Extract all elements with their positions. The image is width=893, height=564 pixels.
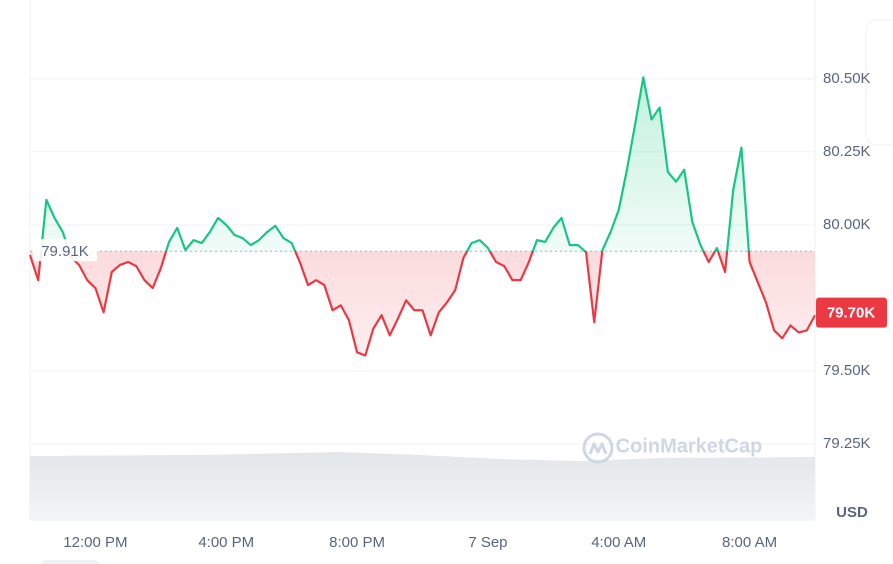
text-layer: CoinMarketCap USD 79.25K 79.50K 80.00K 80.2… [33,70,887,551]
y-tick-label: 80.25K [823,143,871,160]
baseline-label: 79.91K [41,243,89,260]
volume-backdrop [30,452,815,520]
current-price-label: 79.70K [827,305,876,322]
x-tick-label: 7 Sep [468,534,507,551]
x-tick-label: 8:00 PM [329,534,385,551]
x-tick-label: 12:00 PM [63,534,127,551]
bottom-pill [40,560,100,564]
y-tick-label: 80.00K [823,216,871,233]
x-tick-label: 4:00 PM [198,534,254,551]
watermark: CoinMarketCap [616,435,763,457]
price-line [28,76,816,357]
side-panel [865,19,893,146]
unit-label: USD [836,504,868,521]
baseline-label-box [33,239,97,262]
y-tick-label: 79.25K [823,435,871,452]
x-tick-label: 8:00 AM [722,534,777,551]
watermark-logo [582,432,614,464]
x-tick-label: 4:00 AM [591,534,646,551]
price-area [30,77,815,356]
y-tick-label: 79.50K [823,362,871,379]
y-tick-label: 80.50K [823,70,871,87]
data-layer [28,76,816,357]
current-price-tag [816,297,887,328]
